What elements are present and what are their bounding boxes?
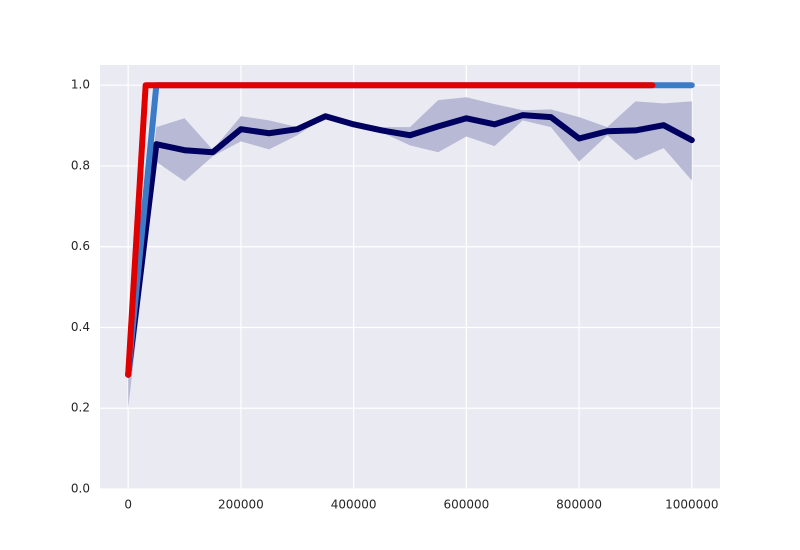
x-tick-label: 200000: [218, 498, 264, 512]
x-tick-label: 800000: [556, 498, 602, 512]
y-tick-label: 0.4: [71, 320, 90, 334]
y-tick-label: 1.0: [71, 78, 90, 92]
x-tick-label: 0: [124, 498, 132, 512]
x-tick-label: 1000000: [665, 498, 718, 512]
line: [125, 112, 695, 378]
x-tick-label: 400000: [331, 498, 377, 512]
y-tick-label: 0.8: [71, 158, 90, 172]
x-tick-label: 600000: [443, 498, 489, 512]
line: [125, 82, 656, 378]
y-tick-label: 0.2: [71, 401, 90, 415]
y-tick-label: 0.0: [71, 482, 90, 496]
y-tick-label: 0.6: [71, 239, 90, 253]
